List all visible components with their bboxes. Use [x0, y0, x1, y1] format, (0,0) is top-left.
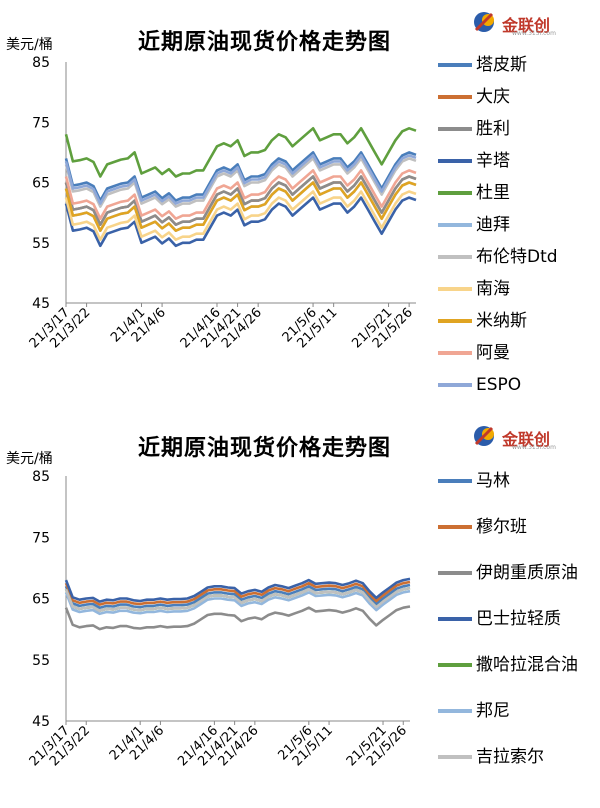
legend-item: 辛塔	[432, 146, 558, 178]
legend-swatch	[438, 709, 472, 713]
legend-item: 大庆	[432, 82, 558, 114]
legend-item: ESPO	[432, 370, 558, 402]
legend-swatch	[438, 319, 472, 323]
legend-swatch	[438, 571, 472, 575]
y-tick-label: 55	[32, 653, 50, 669]
legend-item: 伊朗重质原油	[432, 562, 600, 606]
legend-item: 马林	[432, 470, 600, 514]
legend-swatch	[438, 383, 472, 387]
series-line-3	[64, 577, 411, 603]
legend-label: 胜利	[476, 119, 510, 139]
y-tick-label: 65	[32, 592, 50, 608]
legend-item: 邦尼	[432, 700, 600, 744]
series-line-5	[64, 589, 411, 616]
legend-item: 塔皮斯	[432, 50, 558, 82]
series-line-8	[64, 181, 417, 232]
y-tick-label: 85	[32, 469, 50, 485]
y-tick-label: 85	[32, 55, 50, 71]
legend-item: 杜里	[432, 178, 558, 210]
legend-swatch	[438, 255, 472, 259]
y-tick-label: 75	[32, 530, 50, 546]
series-line-3	[64, 196, 417, 248]
series-line-7	[64, 190, 417, 241]
legend-label: 马林	[476, 471, 510, 491]
legend-label: 阿曼	[476, 343, 510, 363]
legend-item: 迪拜	[432, 210, 558, 242]
logo-icon	[474, 12, 494, 32]
legend-label: 塔皮斯	[476, 55, 527, 75]
legend-item: 胜利	[432, 114, 558, 146]
legend-label: 杜里	[476, 183, 510, 203]
series-line-2	[64, 175, 417, 226]
legend-label: ESPO	[476, 375, 522, 395]
brand-logo: 金联创 www.315i.com	[472, 8, 572, 37]
legend-swatch	[438, 755, 472, 759]
y-tick-label: 65	[32, 176, 50, 192]
logo-subtext: www.315i.com	[512, 444, 556, 451]
y-tick-label: 55	[32, 236, 50, 252]
logo-subtext: www.315i.com	[512, 30, 556, 37]
legend-swatch	[438, 95, 472, 99]
series-line-4	[64, 127, 417, 178]
legend-label: 大庆	[476, 87, 510, 107]
series-line-6	[64, 586, 411, 613]
legend-swatch	[438, 479, 472, 483]
legend: 塔皮斯大庆胜利辛塔杜里迪拜布伦特Dtd 南海米纳斯阿曼 ESPO	[432, 50, 558, 402]
y-axis-unit: 美元/桶	[6, 451, 53, 467]
legend: 马林穆尔班伊朗重质原油 巴士拉轻质撒哈拉混合油 邦尼吉拉索尔	[432, 470, 600, 792]
legend-label: 穆尔班	[476, 517, 527, 537]
legend-swatch	[438, 127, 472, 131]
logo-text: 金联创	[502, 430, 551, 449]
series-line-9	[64, 169, 417, 220]
legend-item: 撒哈拉混合油	[432, 654, 600, 698]
legend-label: 撒哈拉混合油	[476, 655, 578, 675]
y-tick-label: 75	[32, 115, 50, 131]
legend-item: 吉拉索尔	[432, 746, 600, 790]
logo-icon	[474, 426, 494, 446]
legend-item: 巴士拉轻质	[432, 608, 600, 652]
legend-swatch	[438, 525, 472, 529]
legend-label: 伊朗重质原油	[476, 563, 578, 583]
legend-swatch	[438, 351, 472, 355]
y-axis-unit: 美元/桶	[6, 37, 53, 53]
y-tick-label: 45	[32, 714, 50, 730]
legend-label: 米纳斯	[476, 311, 527, 331]
chart-panel-1: 45 55 65 75 85 21/3/17 21/3/22 21/4/1 21/4/6 21/4…	[6, 8, 572, 402]
chart-title: 近期原油现货价格走势图	[138, 436, 392, 461]
legend-item: 南海	[432, 274, 558, 306]
series-line-2	[64, 605, 411, 631]
legend-swatch	[438, 191, 472, 195]
legend-swatch	[438, 159, 472, 163]
legend-swatch	[438, 617, 472, 621]
legend-item: 布伦特Dtd	[432, 242, 558, 274]
legend-item: 穆尔班	[432, 516, 600, 560]
chart-title: 近期原油现货价格走势图	[138, 30, 392, 55]
legend-swatch	[438, 287, 472, 291]
legend-swatch	[438, 63, 472, 67]
legend-label: 迪拜	[476, 215, 510, 235]
legend-swatch	[438, 663, 472, 667]
legend-label: 辛塔	[476, 151, 510, 171]
legend-label: 布伦特Dtd	[476, 247, 558, 267]
legend-label: 吉拉索尔	[476, 747, 544, 767]
legend-label: 巴士拉轻质	[476, 609, 561, 629]
legend-label: 南海	[476, 279, 510, 299]
series-line-10	[64, 154, 417, 205]
brand-logo: 金联创 www.315i.com	[472, 422, 572, 451]
legend-swatch	[438, 223, 472, 227]
legend-item: 阿曼	[432, 338, 558, 370]
chart-panel-2: 45 55 65 75 85 21/3/17 21/3/22 21/4/1 21/4/6 21/4…	[0, 418, 600, 808]
y-tick-label: 45	[32, 296, 50, 312]
legend-item: 米纳斯	[432, 306, 558, 338]
legend-label: 邦尼	[476, 701, 510, 721]
series-line-0	[64, 583, 411, 609]
series-line-1	[64, 580, 411, 606]
logo-text: 金联创	[502, 16, 551, 35]
